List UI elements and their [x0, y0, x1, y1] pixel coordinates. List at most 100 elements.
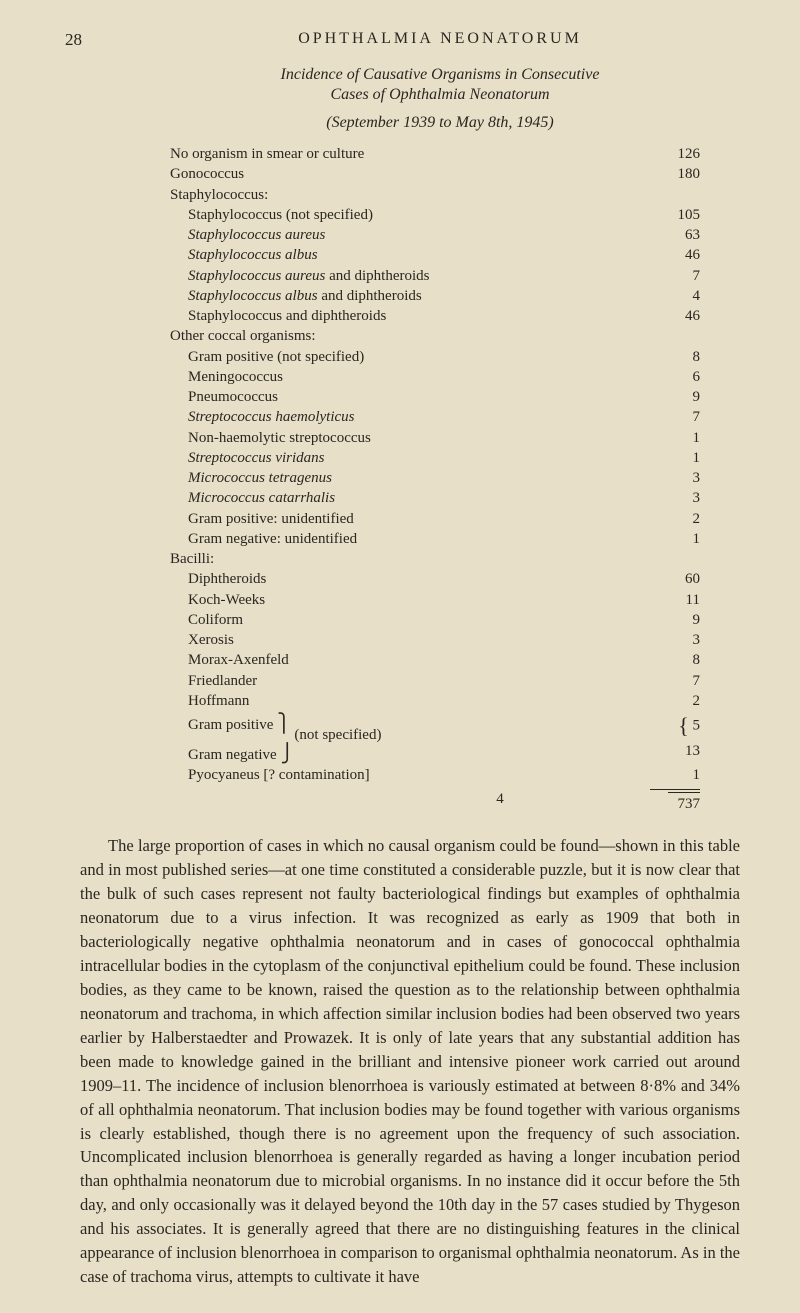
row-value: 1 — [650, 448, 700, 468]
table-row: Staphylococcus (not specified)105 — [170, 205, 700, 225]
last-row-label: Pyocyaneus [? contamination] — [170, 765, 650, 785]
table-row: Xerosis3 — [170, 630, 700, 650]
row-value: 2 — [650, 691, 700, 711]
row-label: Micrococcus catarrhalis — [170, 488, 650, 508]
row-label: Staphylococcus (not specified) — [170, 205, 650, 225]
row-label: Diphtheroids — [170, 569, 650, 589]
brace-value1: { 5 — [650, 711, 700, 741]
table-row: Staphylococcus: — [170, 185, 700, 205]
row-value — [650, 549, 700, 569]
table-row: Gram positive (not specified)8 — [170, 347, 700, 367]
body-paragraph: The large proportion of cases in which n… — [80, 834, 740, 1289]
table-row: Gram negative: unidentified1 — [170, 529, 700, 549]
table-row: Coliform9 — [170, 610, 700, 630]
dagger-mark: 4 — [170, 789, 650, 814]
row-label: Friedlander — [170, 671, 650, 691]
table-row: Staphylococcus and diphtheroids46 — [170, 306, 700, 326]
table-row: Staphylococcus albus46 — [170, 245, 700, 265]
table-row: Staphylococcus aureus63 — [170, 225, 700, 245]
row-label: Gram positive: unidentified — [170, 509, 650, 529]
row-value: 180 — [650, 164, 700, 184]
row-label: Staphylococcus and diphtheroids — [170, 306, 650, 326]
page-number: 28 — [65, 30, 82, 50]
brace-suffix: (not specified) — [294, 727, 381, 743]
row-value: 7 — [650, 671, 700, 691]
table-row: Gram positive: unidentified2 — [170, 509, 700, 529]
brace-value2: 13 — [650, 741, 700, 765]
brace-line1: Gram positive — [188, 717, 273, 733]
row-value: 1 — [650, 529, 700, 549]
row-label: Coliform — [170, 610, 650, 630]
row-label: Streptococcus viridans — [170, 448, 650, 468]
row-label: Koch-Weeks — [170, 590, 650, 610]
row-value — [650, 326, 700, 346]
last-row: Pyocyaneus [? contamination] 1 — [170, 765, 700, 785]
table-row: Friedlander7 — [170, 671, 700, 691]
row-value: 46 — [650, 245, 700, 265]
table-row: Streptococcus haemolyticus7 — [170, 407, 700, 427]
table-row: Staphylococcus aureus and diphtheroids7 — [170, 266, 700, 286]
table-row: Pneumococcus9 — [170, 387, 700, 407]
table-row: Diphtheroids60 — [170, 569, 700, 589]
row-value: 6 — [650, 367, 700, 387]
row-label: Gram positive (not specified) — [170, 347, 650, 367]
row-label: Meningococcus — [170, 367, 650, 387]
table-row: Hoffmann2 — [170, 691, 700, 711]
row-label: Streptococcus haemolyticus — [170, 407, 650, 427]
row-label: Pneumococcus — [170, 387, 650, 407]
table-row: Non-haemolytic streptococcus1 — [170, 428, 700, 448]
row-value: 8 — [650, 650, 700, 670]
row-label: Xerosis — [170, 630, 650, 650]
table-row: Bacilli: — [170, 549, 700, 569]
table-row: Gonococcus180 — [170, 164, 700, 184]
row-label: Micrococcus tetragenus — [170, 468, 650, 488]
brace-line2: Gram negative — [188, 747, 277, 763]
table-row: Meningococcus6 — [170, 367, 700, 387]
row-value: 46 — [650, 306, 700, 326]
table-row: Other coccal organisms: — [170, 326, 700, 346]
row-label: Non-haemolytic streptococcus — [170, 428, 650, 448]
table-row: Koch-Weeks11 — [170, 590, 700, 610]
table-title-line2: Cases of Ophthalmia Neonatorum — [140, 86, 740, 104]
table-row: Micrococcus catarrhalis3 — [170, 488, 700, 508]
last-row-value: 1 — [650, 765, 700, 785]
table-row: No organism in smear or culture126 — [170, 144, 700, 164]
row-value: 63 — [650, 225, 700, 245]
row-value: 3 — [650, 630, 700, 650]
table-row: Streptococcus viridans1 — [170, 448, 700, 468]
row-value: 7 — [650, 407, 700, 427]
total-row: 4 737 — [170, 789, 700, 814]
row-value: 7 — [650, 266, 700, 286]
total-value: 737 — [668, 792, 700, 814]
row-value — [650, 185, 700, 205]
row-label: Staphylococcus albus and diphtheroids — [170, 286, 650, 306]
row-value: 8 — [650, 347, 700, 367]
row-label: Staphylococcus: — [170, 185, 650, 205]
brace-row-1: Gram positive ⎫ (not specified) { 5 — [170, 711, 700, 741]
row-label: Gonococcus — [170, 164, 650, 184]
row-value: 4 — [650, 286, 700, 306]
table-row: Micrococcus tetragenus3 — [170, 468, 700, 488]
row-value: 9 — [650, 387, 700, 407]
row-value: 3 — [650, 488, 700, 508]
brace-row-2: Gram negative ⎭ 13 — [170, 741, 700, 765]
page-header: OPHTHALMIA NEONATORUM — [140, 30, 740, 48]
table-title-line1: Incidence of Causative Organisms in Cons… — [140, 66, 740, 84]
row-label: Hoffmann — [170, 691, 650, 711]
row-value: 1 — [650, 428, 700, 448]
table-row: Staphylococcus albus and diphtheroids4 — [170, 286, 700, 306]
row-label: No organism in smear or culture — [170, 144, 650, 164]
row-label: Staphylococcus aureus — [170, 225, 650, 245]
row-value: 9 — [650, 610, 700, 630]
row-label: Staphylococcus albus — [170, 245, 650, 265]
date-range: (September 1939 to May 8th, 1945) — [140, 114, 740, 132]
row-value: 3 — [650, 468, 700, 488]
row-value: 11 — [650, 590, 700, 610]
table-row: Morax-Axenfeld8 — [170, 650, 700, 670]
row-label: Staphylococcus aureus and diphtheroids — [170, 266, 650, 286]
organism-table: No organism in smear or culture126Gonoco… — [170, 144, 700, 814]
row-value: 105 — [650, 205, 700, 225]
row-value: 126 — [650, 144, 700, 164]
row-value: 2 — [650, 509, 700, 529]
row-value: 60 — [650, 569, 700, 589]
